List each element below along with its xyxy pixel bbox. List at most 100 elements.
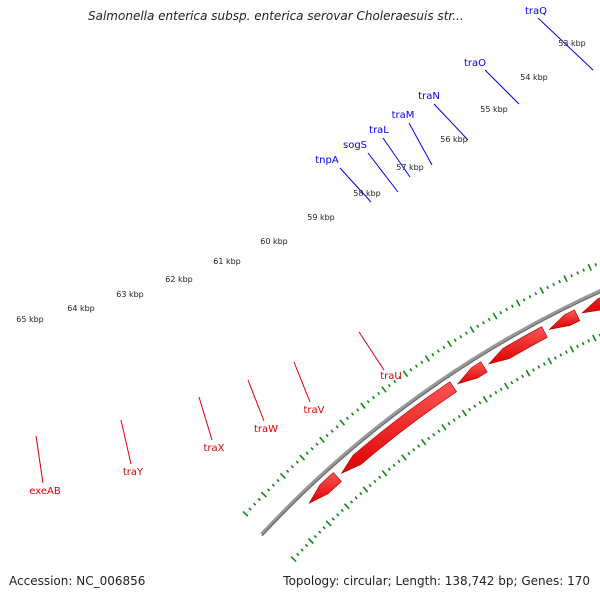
outer-tick xyxy=(469,326,475,334)
inner-tick xyxy=(313,534,317,539)
gene-label-traN: traN xyxy=(418,91,440,102)
inner-tick xyxy=(381,470,388,477)
gene-label-traU: traU xyxy=(380,371,401,382)
inner-tick xyxy=(457,414,461,419)
inner-tick xyxy=(499,387,503,391)
outer-tick xyxy=(339,419,346,426)
gene-label-exeAB: exeAB xyxy=(29,486,61,497)
gene-label-traW: traW xyxy=(254,424,278,435)
inner-tick xyxy=(387,467,391,471)
gene-leader-line xyxy=(367,152,399,193)
inner-tick xyxy=(290,556,297,562)
outer-tick xyxy=(420,360,424,364)
outer-tick xyxy=(325,433,329,438)
gene-leader-line xyxy=(408,122,433,166)
inner-tick xyxy=(521,374,525,379)
inner-tick xyxy=(569,345,575,353)
outer-tick xyxy=(393,379,397,384)
scale-label: 61 kbp xyxy=(213,257,241,266)
gene-label-traO: traO xyxy=(464,58,486,69)
outer-tick xyxy=(290,465,295,469)
outer-tick xyxy=(299,454,306,461)
gene-leader-line xyxy=(484,69,520,105)
backbone-ring xyxy=(260,289,600,537)
inner-tick xyxy=(407,451,411,456)
outer-tick xyxy=(248,507,252,511)
outer-tick xyxy=(330,429,334,433)
outer-tick xyxy=(402,370,409,378)
outer-tick xyxy=(257,497,261,502)
outer-tick xyxy=(464,331,468,335)
outer-tick xyxy=(371,395,376,400)
scale-label: 56 kbp xyxy=(440,135,468,144)
gene-label-traM: traM xyxy=(392,110,415,121)
inner-tick xyxy=(397,459,401,464)
inner-tick xyxy=(343,503,350,510)
inner-tick xyxy=(559,353,563,357)
outer-tick xyxy=(387,383,391,388)
inner-tick xyxy=(542,362,546,366)
map-title: Salmonella enterica subsp. enterica sero… xyxy=(88,9,464,23)
inner-tick xyxy=(461,409,468,417)
outer-tick xyxy=(453,338,457,342)
scale-label: 64 kbp xyxy=(67,304,95,313)
outer-tick xyxy=(260,491,267,498)
outer-tick xyxy=(528,295,532,299)
outer-tick xyxy=(446,340,453,348)
outer-tick xyxy=(534,291,538,296)
inner-tick xyxy=(525,369,531,377)
topology-summary: Topology: circular; Length: 138,742 bp; … xyxy=(283,574,590,588)
outer-tick xyxy=(510,304,514,308)
gene-leader-line xyxy=(293,361,311,403)
inner-tick xyxy=(437,429,441,433)
scale-label: 59 kbp xyxy=(307,213,335,222)
inner-tick xyxy=(307,537,314,545)
outer-tick xyxy=(539,287,545,294)
backbone-arc xyxy=(260,289,600,536)
gene-leader-line xyxy=(339,167,372,203)
outer-tick xyxy=(576,271,580,275)
gene-label-tnpA: tnpA xyxy=(315,155,339,166)
outer-tick xyxy=(398,375,402,380)
gene-leader-line xyxy=(358,331,385,371)
inner-tick xyxy=(547,357,553,365)
scale-label: 55 kbp xyxy=(480,105,508,114)
outer-tick xyxy=(436,349,440,353)
scale-label: 62 kbp xyxy=(165,275,193,284)
reverse-gene-arrow xyxy=(456,361,488,385)
outer-tick xyxy=(305,451,309,455)
inner-tick xyxy=(510,381,514,385)
outer-tick xyxy=(252,502,257,506)
gene-label-traV: traV xyxy=(303,405,324,416)
reverse-gene-arrow xyxy=(487,326,548,365)
scale-label: 57 kbp xyxy=(396,163,424,172)
outer-tick xyxy=(345,416,350,421)
outer-tick xyxy=(271,483,275,487)
outer-tick xyxy=(366,400,370,404)
scale-label: 65 kbp xyxy=(16,315,44,324)
scale-label: 54 kbp xyxy=(520,73,548,82)
inner-tick xyxy=(478,400,482,405)
inner-tick xyxy=(581,341,585,346)
outer-tick xyxy=(563,275,568,283)
outer-tick xyxy=(487,317,491,322)
outer-tick xyxy=(381,386,387,393)
inner-tick xyxy=(336,513,340,517)
inner-tick xyxy=(576,344,579,349)
reverse-gene-arrow xyxy=(308,472,342,505)
outer-tick xyxy=(276,478,280,483)
outer-tick xyxy=(492,312,498,320)
outer-tick xyxy=(414,364,418,368)
inner-tick xyxy=(300,548,304,552)
inner-tick xyxy=(532,368,535,372)
inner-tick xyxy=(401,454,407,461)
outer-tick xyxy=(594,262,598,267)
outer-tick xyxy=(377,391,381,396)
inner-tick xyxy=(412,448,416,452)
outer-tick xyxy=(242,510,249,517)
inner-tick xyxy=(468,407,472,412)
gene-leader-line xyxy=(382,137,411,178)
inner-tick xyxy=(349,500,354,504)
scale-label: 53 kbp xyxy=(558,39,586,48)
